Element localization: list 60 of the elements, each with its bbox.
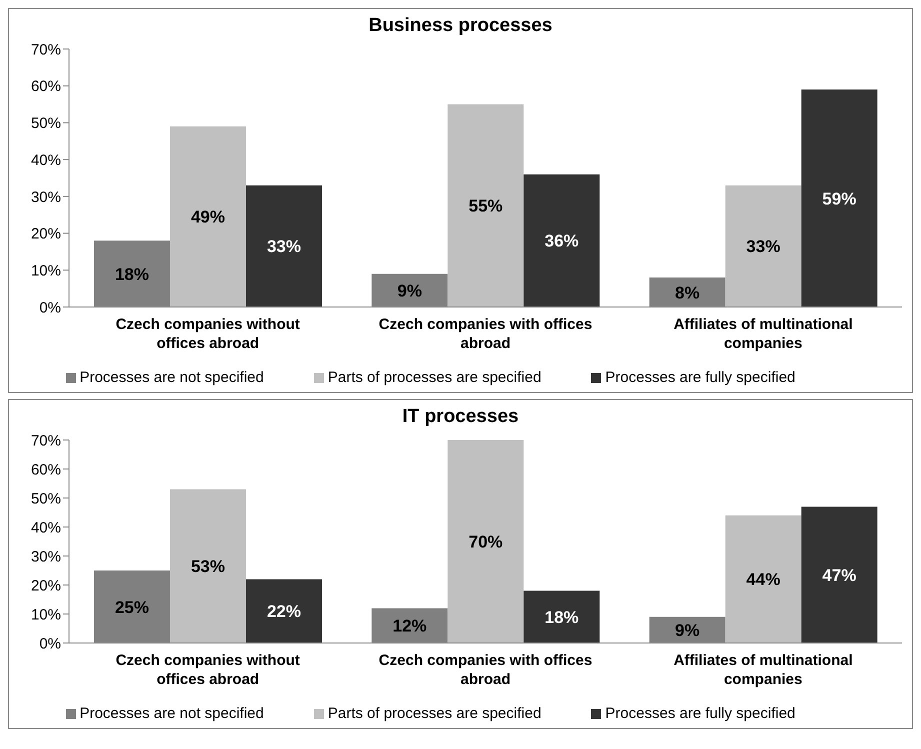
x-tick-label: Czech companies without offices abroad: [116, 316, 300, 352]
data-label: 22%: [266, 602, 302, 622]
y-tick-label: 60%: [30, 78, 61, 96]
data-label: 70%: [468, 532, 503, 552]
bar: [170, 126, 246, 307]
y-tick-label: 10%: [30, 606, 61, 624]
y-tick-label: 20%: [30, 226, 61, 243]
data-label: 33%: [266, 237, 302, 256]
legend-label: Processes are not specified: [80, 369, 264, 386]
x-tick-label: Czech companies without offices abroad: [116, 652, 300, 688]
y-tick-label: 30%: [30, 188, 61, 206]
data-label: 18%: [544, 608, 579, 627]
x-tick-label: Affiliates of multinational companies: [674, 316, 853, 352]
bar: [801, 90, 878, 307]
y-tick-label: 0%: [39, 299, 61, 316]
y-tick-label: 60%: [30, 461, 61, 478]
x-tick-label: Czech companies with offices abroad: [378, 652, 592, 688]
chart-title: Business processes: [368, 14, 554, 37]
data-label: 33%: [746, 237, 780, 256]
legend-label: Processes are fully specified: [605, 705, 796, 722]
bar: [725, 185, 802, 307]
data-label: 9%: [397, 281, 422, 300]
y-tick-label: 40%: [30, 152, 61, 169]
legend-label: Processes are not specified: [80, 705, 264, 722]
bar: [524, 590, 600, 643]
chart-title: IT processes: [401, 405, 520, 428]
data-label: 49%: [190, 208, 226, 227]
bar: [524, 174, 600, 307]
y-tick-label: 50%: [30, 115, 61, 132]
data-label: 59%: [822, 189, 856, 208]
bar: [448, 104, 524, 307]
y-tick-label: 10%: [30, 262, 61, 280]
x-tick-label: Affiliates of multinational companies: [674, 652, 853, 688]
y-tick-label: 70%: [30, 41, 61, 58]
y-tick-label: 0%: [39, 635, 61, 652]
data-label: 9%: [675, 620, 700, 640]
y-tick-label: 50%: [30, 490, 61, 508]
data-label: 25%: [114, 598, 150, 617]
y-tick-label: 30%: [30, 548, 61, 566]
bar: [170, 489, 246, 643]
data-label: 36%: [544, 232, 579, 251]
bar: [448, 440, 524, 643]
data-label: 8%: [675, 283, 700, 302]
data-label: 44%: [746, 570, 780, 590]
data-label: 18%: [114, 264, 150, 284]
bar: [246, 579, 322, 643]
bar: [246, 185, 322, 307]
legend-label: Parts of processes are specified: [328, 369, 542, 386]
data-label: 47%: [822, 566, 856, 585]
data-label: 53%: [190, 557, 226, 576]
y-tick-label: 70%: [30, 432, 61, 450]
y-tick-label: 20%: [30, 577, 61, 594]
legend-label: Parts of processes are specified: [328, 705, 542, 722]
data-label: 55%: [468, 196, 503, 216]
bar: [801, 506, 878, 643]
data-label: 12%: [392, 616, 427, 636]
legend-label: Processes are fully specified: [605, 369, 796, 386]
y-tick-label: 40%: [30, 519, 61, 536]
bar: [725, 515, 802, 643]
x-tick-label: Czech companies with offices abroad: [378, 316, 592, 352]
